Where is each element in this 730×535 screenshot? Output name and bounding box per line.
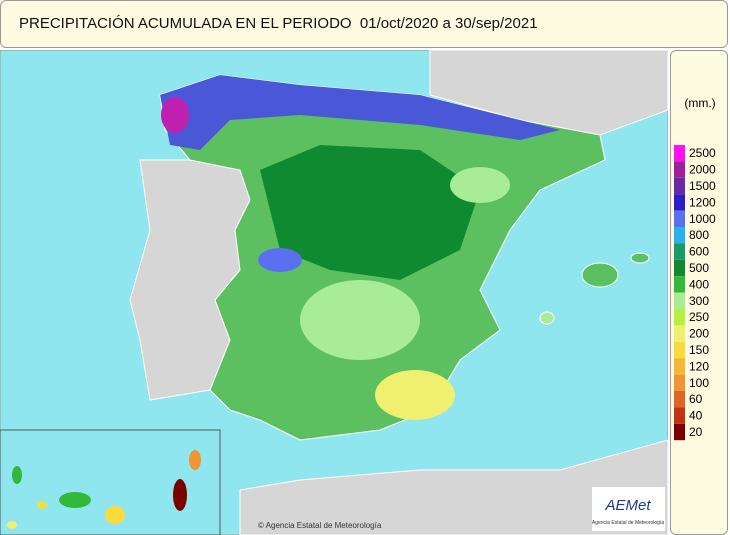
- center-zone: [260, 145, 480, 280]
- title: PRECIPITACIÓN ACUMULADA EN EL PERIODO 01…: [19, 15, 538, 32]
- credit: © Agencia Estatal de Meteorología: [258, 521, 382, 530]
- legend-label: 60: [689, 392, 703, 406]
- title-box: PRECIPITACIÓN ACUMULADA EN EL PERIODO 01…: [0, 0, 728, 48]
- north-rain: [160, 75, 560, 150]
- ebro-dry: [450, 167, 510, 203]
- legend-label: 40: [689, 409, 703, 423]
- legend-label: 100: [689, 376, 709, 390]
- legend-label: 200: [689, 327, 709, 341]
- legend-unit: (mm.): [684, 96, 715, 110]
- logo-subtitle: Agencia Estatal de Meteorología: [592, 520, 664, 526]
- legend-swatch: [674, 341, 685, 359]
- legend-swatch: [674, 391, 685, 408]
- tenerife: [59, 492, 91, 508]
- legend-label: 20: [689, 425, 703, 439]
- legend: (mm.) 2500 2000 1500 1200 1000 800 600 500 400 30…: [674, 96, 716, 441]
- legend-label: 600: [689, 245, 709, 259]
- legend-label: 300: [689, 294, 709, 308]
- legend-label: 2000: [689, 163, 716, 177]
- ibiza: [539, 311, 555, 325]
- legend-swatch: [674, 161, 685, 178]
- legend-swatch: [674, 145, 685, 162]
- gredos-wet: [258, 248, 302, 272]
- legend-swatch: [674, 177, 685, 195]
- legend-swatch: [674, 276, 685, 293]
- logo-name: AEMet: [604, 497, 651, 514]
- fuerteventura: [173, 479, 187, 511]
- menorca: [630, 252, 650, 264]
- legend-swatch: [674, 407, 685, 424]
- lanzarote: [189, 450, 201, 470]
- legend-swatch: [674, 243, 685, 260]
- mancha-dry: [300, 280, 420, 360]
- map: © Agencia Estatal de Meteorología AEMet …: [0, 50, 668, 535]
- legend-swatch: [674, 325, 685, 342]
- legend-box: (mm.) 2500 2000 1500 1200 1000 800 600 500 400 30…: [670, 50, 728, 535]
- legend-label: 2500: [689, 146, 716, 160]
- legend-label: 1500: [689, 179, 716, 193]
- legend-swatch: [674, 194, 685, 211]
- hierro: [7, 521, 17, 529]
- legend-swatch: [674, 374, 685, 391]
- legend-swatch: [674, 227, 685, 244]
- mallorca: [581, 262, 619, 288]
- legend-swatch: [674, 358, 685, 375]
- legend-swatch: [674, 309, 685, 326]
- legend-label: 800: [689, 228, 709, 242]
- legend-label: 400: [689, 277, 709, 291]
- galicia-max: [161, 97, 189, 133]
- southeast-dry: [375, 370, 455, 420]
- legend-swatch: [674, 292, 685, 309]
- legend-label: 120: [689, 359, 709, 373]
- legend-swatch: [674, 423, 685, 441]
- africa: [239, 439, 668, 535]
- la-palma: [12, 466, 22, 484]
- legend-swatch: [674, 259, 685, 277]
- legend-label: 250: [689, 310, 709, 324]
- legend-label: 150: [689, 343, 709, 357]
- logo-box: [592, 487, 665, 531]
- legend-label: 1000: [689, 212, 716, 226]
- gran-canaria: [105, 506, 125, 524]
- legend-label: 1200: [689, 195, 716, 209]
- legend-swatch: [674, 210, 685, 227]
- gomera: [37, 501, 47, 509]
- legend-label: 500: [689, 261, 709, 275]
